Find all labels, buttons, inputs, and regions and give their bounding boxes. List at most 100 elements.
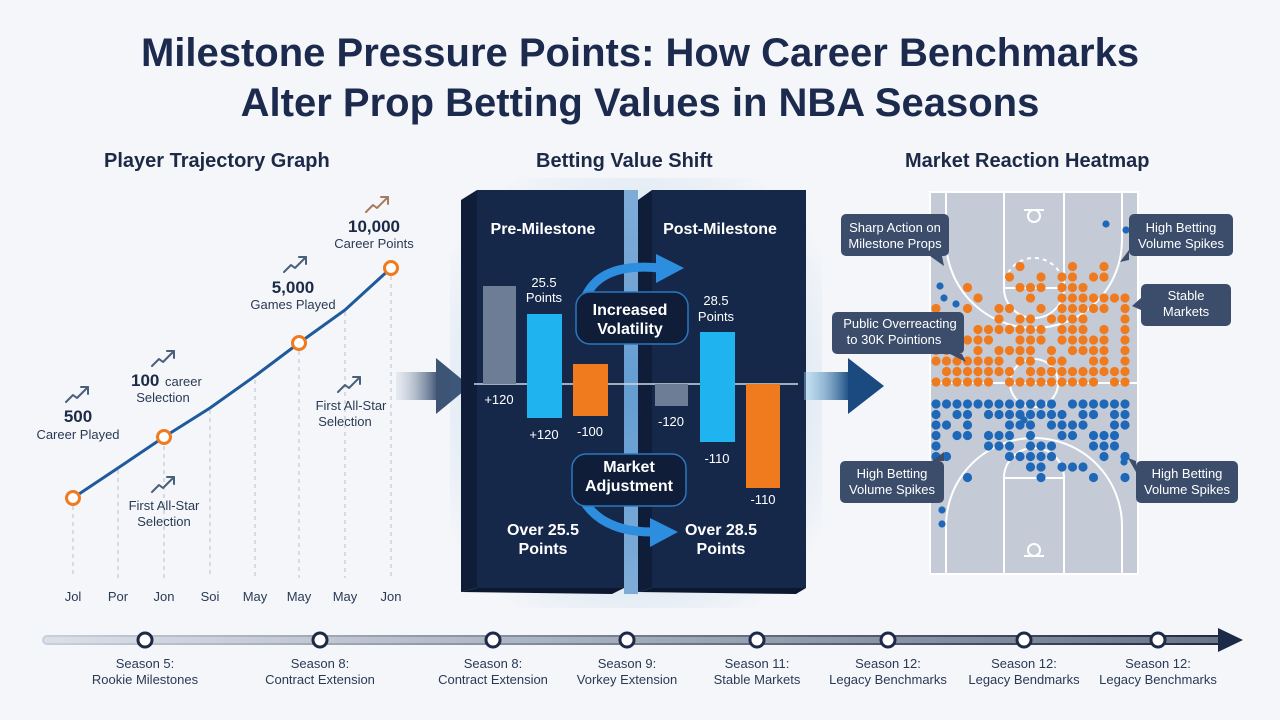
heatmap-dot: [952, 377, 962, 387]
heatmap-dot: [1067, 345, 1078, 356]
heatmap-dot: [1088, 303, 1099, 314]
timeline-event-label: Vorkey Extension: [577, 672, 677, 687]
heatmap-dot: [1067, 272, 1078, 282]
heatmap-dot: [941, 356, 952, 366]
heatmap-dot: [1099, 441, 1109, 451]
heatmap-dot: [1057, 356, 1067, 366]
heatmap-dot: [1067, 399, 1078, 409]
heatmap-dot: [952, 430, 962, 441]
heatmap-dot: [952, 300, 960, 308]
heatmap-dot: [1004, 430, 1015, 441]
heatmap-dot: [1057, 420, 1067, 430]
heatmap-dot: [1046, 409, 1057, 420]
trajectory-line: [72, 266, 393, 500]
heatmap-dot: [1120, 314, 1130, 324]
heatmap-dot: [1004, 451, 1015, 462]
heatmap-dot: [1109, 366, 1120, 377]
heatmap-dot: [1078, 303, 1088, 314]
heatmap-dot: [941, 420, 952, 430]
heatmap-dot: [1015, 314, 1025, 324]
heatmap-dot: [962, 430, 973, 441]
heatmap-dot: [1046, 377, 1057, 387]
heatmap-dot: [994, 441, 1004, 451]
heatmap-dot: [952, 409, 962, 420]
timeline-event-label: Legacy Benchmarks: [1099, 672, 1217, 687]
adjustment-pill: [571, 453, 687, 507]
heatmap-dot: [1004, 272, 1015, 282]
timeline-season-label: Season 12:: [991, 656, 1057, 671]
bar-post-blue: [700, 332, 735, 442]
heatmap-dot: [1120, 366, 1130, 377]
heatmap-dot: [962, 303, 973, 314]
heatmap-dot: [1067, 324, 1078, 335]
timeline-event-label: Legacy Bendmarks: [968, 672, 1080, 687]
heatmap-dot: [1120, 356, 1130, 366]
heatmap-dot: [994, 399, 1004, 409]
heatmap-dot: [1078, 282, 1088, 293]
heatmap-dot: [1025, 377, 1036, 387]
heatmap-dot: [1046, 366, 1057, 377]
callout-sharp-l1: Sharp Action on: [849, 220, 941, 235]
timeline-season-label: Season 8:: [464, 656, 523, 671]
pre-line-unit: Points: [526, 290, 563, 305]
heatmap-dot: [1025, 409, 1036, 420]
heatmap-dot: [1057, 272, 1067, 282]
heatmap-dot: [1004, 366, 1015, 377]
heatmap-dot: [962, 377, 973, 387]
heatmap-dot: [1099, 303, 1109, 314]
timeline-season-label: Season 12:: [855, 656, 921, 671]
heatmap-dot: [931, 409, 941, 420]
heatmap-dot: [1025, 282, 1036, 293]
timeline-event-label: Stable Markets: [714, 672, 801, 687]
trend-arrow-icon: [151, 350, 175, 367]
heatmap-dot: [983, 356, 994, 366]
heatmap-dot: [1078, 293, 1088, 303]
callout-high-tr-l1: High Betting: [1146, 220, 1217, 235]
x-tick-label: Soi: [201, 589, 220, 604]
heatmap-dot: [1078, 420, 1088, 430]
heatmap-dot: [1057, 314, 1067, 324]
annotation-5000-number: 5,000: [272, 278, 315, 297]
heatmap-dot: [994, 356, 1004, 366]
heatmap-dot: [1057, 430, 1067, 441]
annotation-allstar-2-l2: Selection: [137, 514, 190, 529]
heatmap-dot: [1099, 293, 1109, 303]
heatmap-dot: [1102, 220, 1110, 228]
adjustment-curve-arrow: [580, 498, 657, 537]
heatmap-dot: [1067, 282, 1078, 293]
heatmap-dot: [1067, 430, 1078, 441]
heatmap-dot: [1099, 324, 1109, 335]
trajectory-heading: Player Trajectory Graph: [104, 150, 330, 172]
timeline-season-label: Season 9:: [598, 656, 657, 671]
heatmap-dots: [931, 220, 1130, 528]
heatmap-dot: [962, 366, 973, 377]
heatmap-dot: [1099, 399, 1109, 409]
heatmap-dot: [1004, 345, 1015, 356]
heatmap-dot: [931, 303, 941, 314]
heatmap-dot: [1120, 335, 1130, 345]
title-line-2: Alter Prop Betting Values in NBA Seasons: [240, 81, 1040, 125]
heatmap-dot: [1099, 261, 1109, 272]
title-line-1: Milestone Pressure Points: How Career Be…: [140, 31, 1140, 75]
heatmap-dot: [1109, 441, 1120, 451]
bar-post-orange: [746, 384, 780, 488]
x-tick-label: Por: [108, 589, 129, 604]
over-post-l2: Points: [697, 541, 746, 558]
pre-milestone-label: Pre-Milestone: [491, 221, 596, 238]
heatmap-dot: [1036, 441, 1046, 451]
milestone-marker-10000: [383, 260, 399, 276]
heatmap-dot: [936, 282, 944, 290]
heatmap-dot: [962, 282, 973, 293]
volatility-pill: [575, 291, 689, 345]
trajectory-chart: 500 Career Played 100 career Selection 5…: [36, 196, 414, 604]
bar-pre-gray: [483, 286, 516, 384]
annotation-10000-number: 10,000: [348, 217, 400, 236]
annotation-100-rest: career: [165, 374, 203, 389]
bar-post-gray: [655, 384, 688, 406]
trend-arrow-icon: [65, 386, 89, 403]
heatmap-dot: [1067, 377, 1078, 387]
heatmap-dot: [1057, 303, 1067, 314]
heatmap-dot: [938, 506, 946, 514]
heatmap-dot: [1025, 293, 1036, 303]
